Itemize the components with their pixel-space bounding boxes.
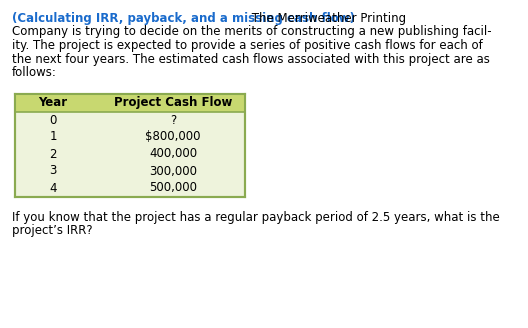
Text: Project Cash Flow: Project Cash Flow xyxy=(114,96,232,109)
Text: Year: Year xyxy=(39,96,68,109)
Bar xyxy=(15,93,245,196)
Text: the next four years. The estimated cash flows associated with this project are a: the next four years. The estimated cash … xyxy=(12,52,490,66)
Text: 400,000: 400,000 xyxy=(149,148,197,160)
Text: ity. The project is expected to provide a series of positive cash flows for each: ity. The project is expected to provide … xyxy=(12,39,483,52)
Text: 3: 3 xyxy=(49,165,56,177)
Text: 0: 0 xyxy=(49,113,56,127)
Text: 500,000: 500,000 xyxy=(149,181,197,195)
Text: 2: 2 xyxy=(49,148,56,160)
Text: Company is trying to decide on the merits of constructing a new publishing facil: Company is trying to decide on the merit… xyxy=(12,26,492,38)
Bar xyxy=(15,93,245,112)
Text: $800,000: $800,000 xyxy=(145,131,201,144)
Text: project’s IRR?: project’s IRR? xyxy=(12,224,92,237)
Text: 4: 4 xyxy=(49,181,56,195)
Text: 300,000: 300,000 xyxy=(149,165,197,177)
Text: ?: ? xyxy=(170,113,176,127)
Text: (Calculating IRR, payback, and a missing cash flow): (Calculating IRR, payback, and a missing… xyxy=(12,12,355,25)
Text: The Merriweather Printing: The Merriweather Printing xyxy=(248,12,406,25)
Text: 1: 1 xyxy=(49,131,56,144)
Text: follows:: follows: xyxy=(12,66,57,79)
Text: If you know that the project has a regular payback period of 2.5 years, what is : If you know that the project has a regul… xyxy=(12,211,499,223)
